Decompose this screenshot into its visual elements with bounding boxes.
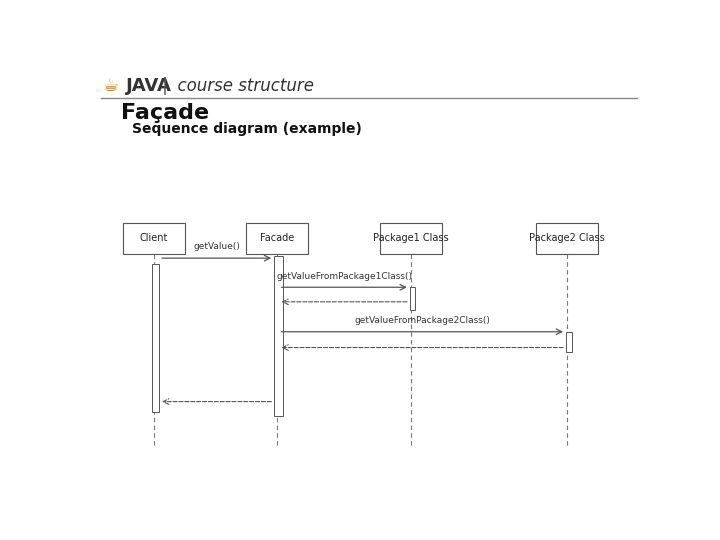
Text: getValueFromPackage1Class(): getValueFromPackage1Class() — [276, 272, 412, 281]
Text: Façade: Façade — [121, 103, 209, 123]
Bar — [536, 223, 598, 254]
Bar — [410, 287, 415, 310]
Text: Sequence diagram (example): Sequence diagram (example) — [132, 122, 361, 136]
Text: getValueFromPackage2Class(): getValueFromPackage2Class() — [354, 316, 490, 325]
Text: getValue(): getValue() — [193, 242, 240, 252]
Text: Client: Client — [140, 233, 168, 244]
Bar — [124, 223, 185, 254]
Bar — [566, 332, 572, 352]
Bar — [152, 265, 159, 412]
Text: Facade: Facade — [260, 233, 294, 244]
Bar — [380, 223, 441, 254]
Text: Package2 Class: Package2 Class — [529, 233, 605, 244]
Text: ☕: ☕ — [102, 77, 118, 96]
Text: JAVA: JAVA — [126, 77, 172, 94]
Text: course structure: course structure — [167, 77, 314, 94]
Text: |: | — [161, 77, 168, 94]
Bar — [274, 256, 283, 416]
Bar — [246, 223, 307, 254]
Text: Package1 Class: Package1 Class — [373, 233, 449, 244]
